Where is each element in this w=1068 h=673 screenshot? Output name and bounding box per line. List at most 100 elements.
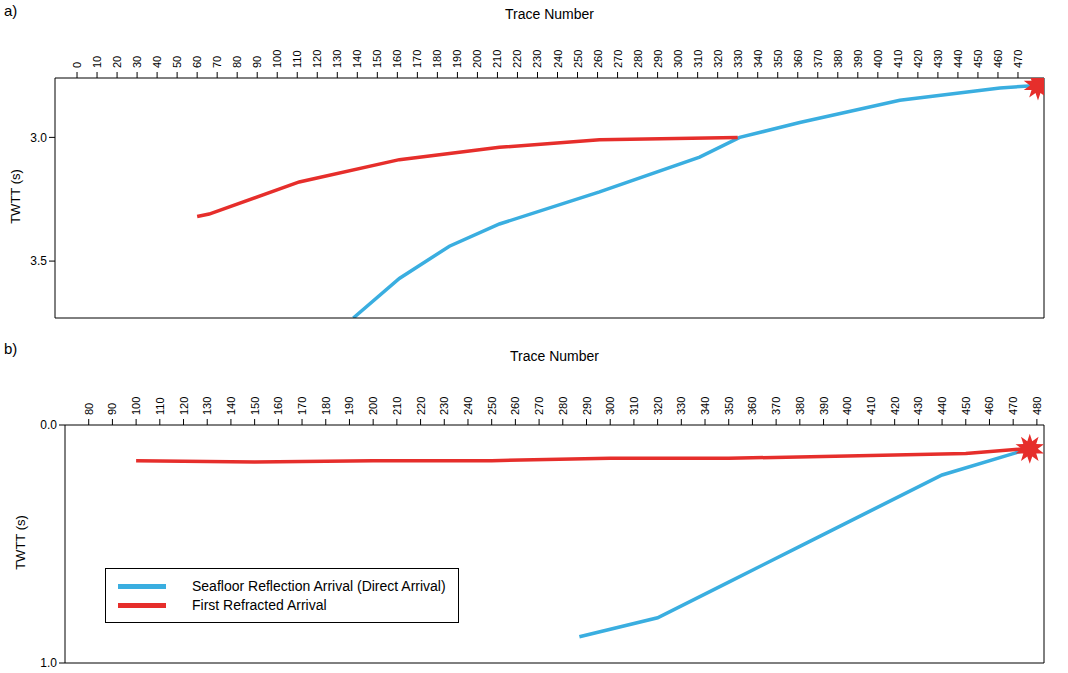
svg-text:400: 400 (841, 397, 853, 415)
svg-text:110: 110 (291, 50, 303, 68)
svg-text:360: 360 (792, 50, 804, 68)
svg-text:210: 210 (491, 50, 503, 68)
html-text:Seafloor Reflection Arrival (D: Seafloor Reflection Arrival (Direct Arri… (192, 578, 446, 594)
svg-text:30: 30 (131, 56, 143, 68)
svg-text:130: 130 (331, 50, 343, 68)
svg-text:330: 330 (732, 50, 744, 68)
svg-text:220: 220 (415, 397, 427, 415)
svg-text:70: 70 (211, 56, 223, 68)
svg-text:350: 350 (723, 397, 735, 415)
svg-text:180: 180 (320, 397, 332, 415)
svg-text:220: 220 (511, 50, 523, 68)
svg-text:310: 310 (692, 50, 704, 68)
svg-text:350: 350 (772, 50, 784, 68)
svg-text:100: 100 (130, 397, 142, 415)
svg-text:420: 420 (889, 397, 901, 415)
svg-text:320: 320 (652, 397, 664, 415)
html-text:TWTT (s): TWTT (s) (7, 169, 22, 224)
svg-text:90: 90 (251, 56, 263, 68)
svg-text:250: 250 (572, 50, 584, 68)
svg-text:390: 390 (818, 397, 830, 415)
svg-text:470: 470 (1012, 50, 1024, 68)
svg-text:140: 140 (225, 397, 237, 415)
svg-text:450: 450 (972, 50, 984, 68)
svg-text:1.0: 1.0 (40, 656, 57, 670)
svg-text:3.5: 3.5 (30, 254, 47, 268)
svg-text:320: 320 (712, 50, 724, 68)
svg-text:430: 430 (932, 50, 944, 68)
svg-text:160: 160 (272, 397, 284, 415)
svg-text:310: 310 (628, 397, 640, 415)
svg-text:410: 410 (865, 397, 877, 415)
svg-text:120: 120 (311, 50, 323, 68)
svg-text:150: 150 (371, 50, 383, 68)
svg-text:360: 360 (746, 397, 758, 415)
svg-text:190: 190 (451, 50, 463, 68)
svg-text:380: 380 (794, 397, 806, 415)
svg-text:80: 80 (231, 56, 243, 68)
html-text:Trace Number: Trace Number (510, 348, 599, 364)
svg-text:460: 460 (992, 50, 1004, 68)
svg-text:270: 270 (612, 50, 624, 68)
svg-text:80: 80 (83, 403, 95, 415)
svg-text:10: 10 (91, 56, 103, 68)
svg-text:120: 120 (178, 397, 190, 415)
svg-text:180: 180 (431, 50, 443, 68)
svg-text:290: 290 (652, 50, 664, 68)
svg-text:370: 370 (812, 50, 824, 68)
svg-text:240: 240 (552, 50, 564, 68)
html-text:TWTT (s): TWTT (s) (12, 515, 27, 570)
svg-text:250: 250 (486, 397, 498, 415)
svg-text:40: 40 (151, 56, 163, 68)
svg-text:410: 410 (892, 50, 904, 68)
svg-text:300: 300 (604, 397, 616, 415)
svg-text:460: 460 (983, 397, 995, 415)
svg-text:380: 380 (832, 50, 844, 68)
svg-text:390: 390 (852, 50, 864, 68)
svg-text:170: 170 (411, 50, 423, 68)
svg-text:0.0: 0.0 (40, 418, 57, 432)
svg-text:230: 230 (531, 50, 543, 68)
svg-text:130: 130 (201, 397, 213, 415)
svg-text:3.0: 3.0 (30, 131, 47, 145)
svg-text:370: 370 (770, 397, 782, 415)
svg-text:240: 240 (462, 397, 474, 415)
svg-text:200: 200 (367, 397, 379, 415)
svg-text:210: 210 (391, 397, 403, 415)
svg-text:280: 280 (557, 397, 569, 415)
svg-text:90: 90 (106, 403, 118, 415)
svg-text:430: 430 (912, 397, 924, 415)
svg-text:50: 50 (171, 56, 183, 68)
html-text:a): a) (4, 2, 18, 19)
svg-text:140: 140 (351, 50, 363, 68)
svg-text:470: 470 (1007, 397, 1019, 415)
svg-text:340: 340 (752, 50, 764, 68)
svg-text:300: 300 (672, 50, 684, 68)
svg-text:440: 440 (952, 50, 964, 68)
svg-text:60: 60 (191, 56, 203, 68)
svg-text:450: 450 (960, 397, 972, 415)
svg-text:280: 280 (632, 50, 644, 68)
svg-text:290: 290 (581, 397, 593, 415)
svg-text:110: 110 (154, 397, 166, 415)
svg-text:20: 20 (111, 56, 123, 68)
svg-text:340: 340 (699, 397, 711, 415)
svg-text:480: 480 (1031, 397, 1043, 415)
svg-text:190: 190 (343, 397, 355, 415)
svg-text:420: 420 (912, 50, 924, 68)
svg-text:170: 170 (296, 397, 308, 415)
svg-text:0: 0 (71, 62, 83, 68)
svg-text:440: 440 (936, 397, 948, 415)
svg-text:270: 270 (533, 397, 545, 415)
svg-text:200: 200 (471, 50, 483, 68)
html-text:Trace Number: Trace Number (505, 6, 594, 22)
svg-text:260: 260 (592, 50, 604, 68)
svg-text:330: 330 (675, 397, 687, 415)
svg-text:150: 150 (249, 397, 261, 415)
svg-text:400: 400 (872, 50, 884, 68)
svg-text:160: 160 (391, 50, 403, 68)
svg-text:230: 230 (438, 397, 450, 415)
svg-text:260: 260 (509, 397, 521, 415)
svg-text:100: 100 (271, 50, 283, 68)
html-text:First Refracted Arrival: First Refracted Arrival (192, 597, 327, 613)
